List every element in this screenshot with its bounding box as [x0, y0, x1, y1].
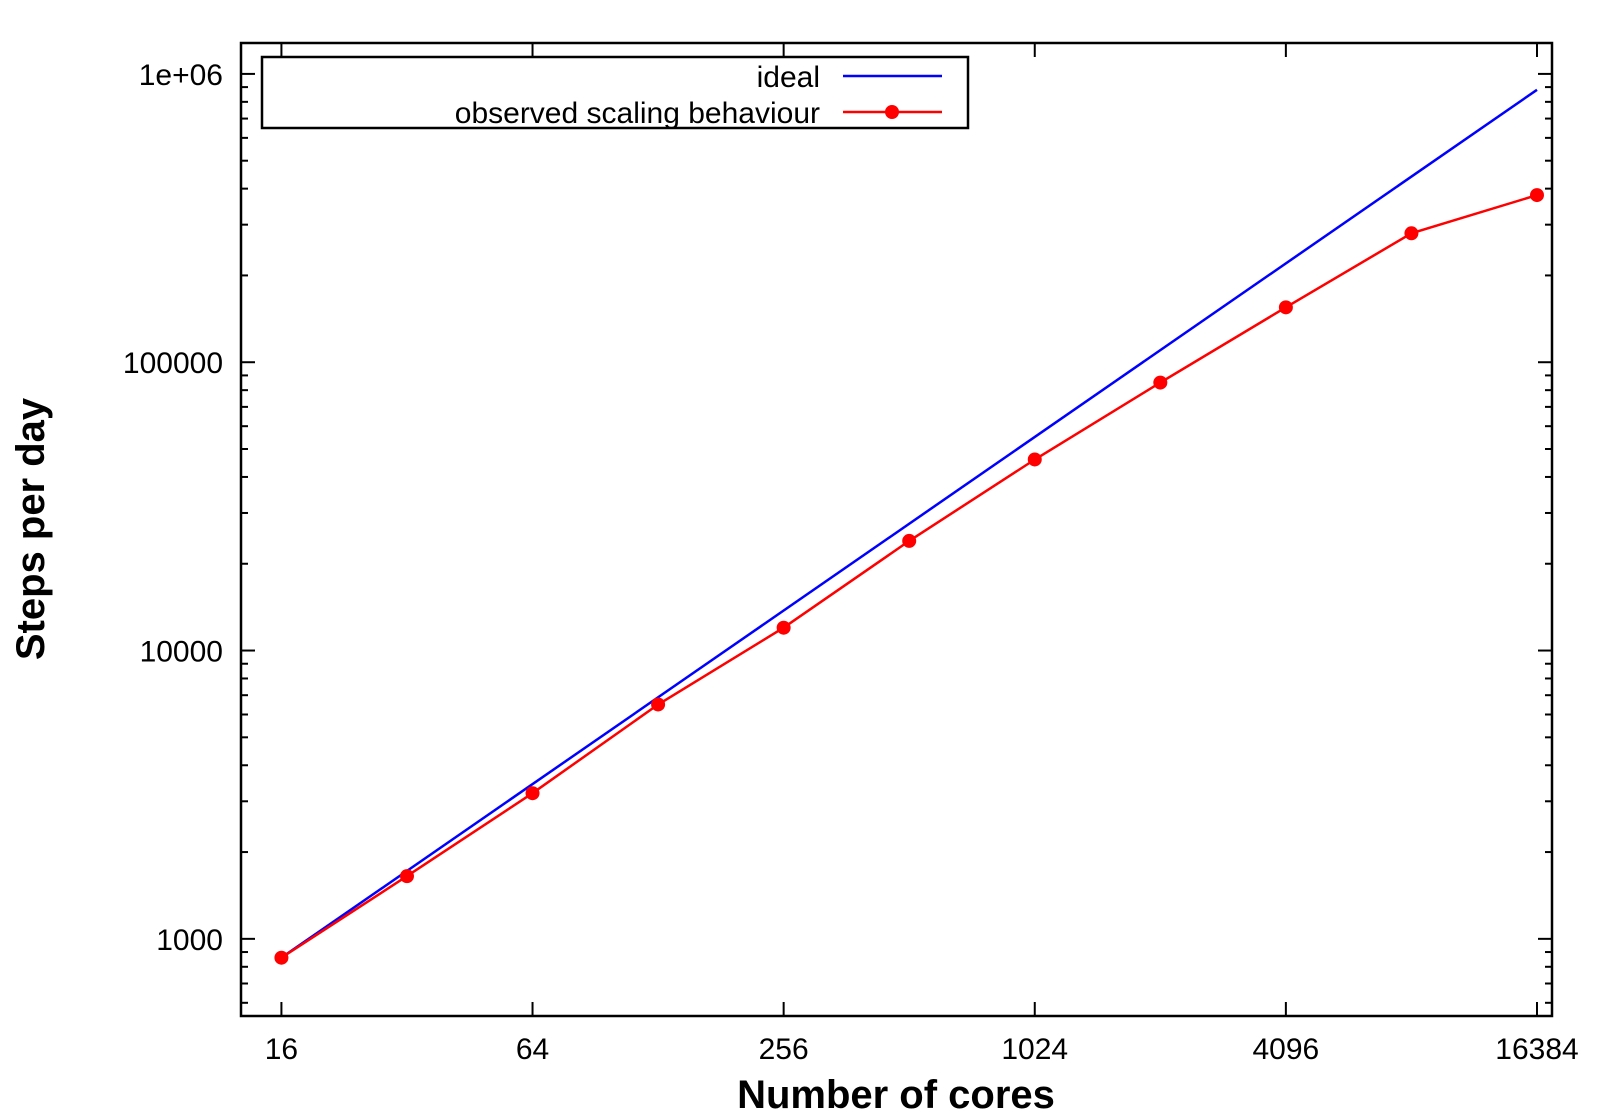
- y-tick-label: 100000: [123, 347, 223, 380]
- plot-series: [274, 88, 1544, 965]
- x-tick-label: 1024: [1001, 1033, 1068, 1066]
- x-axis-label: Number of cores: [737, 1073, 1055, 1117]
- y-tick-label: 10000: [140, 636, 223, 669]
- x-tick-label: 16384: [1495, 1033, 1578, 1066]
- plot-frame: [239, 41, 1554, 1018]
- legend-box: [260, 55, 970, 130]
- data-point-observed: [1153, 375, 1168, 390]
- y-tick-label: 1000: [156, 924, 223, 957]
- data-point-observed: [525, 786, 540, 801]
- series-line-observed: [280, 193, 1538, 959]
- data-point-observed: [902, 533, 917, 548]
- tick-labels: 16 64 256 1024 4096 16384 1000 10000 100000 1e+06: [123, 59, 1579, 1066]
- x-tick-label: 16: [265, 1033, 298, 1066]
- x-tick-label: 256: [759, 1033, 809, 1066]
- data-point-observed: [1404, 226, 1419, 241]
- data-point-observed: [776, 620, 791, 635]
- data-point-observed: [274, 950, 289, 965]
- legend-label-observed: observed scaling behaviour: [455, 97, 820, 130]
- data-point-observed: [1027, 452, 1042, 467]
- data-point-observed: [1278, 300, 1293, 315]
- axis-ticks: [241, 43, 1552, 1016]
- y-tick-label: 1e+06: [139, 59, 223, 92]
- series-line-ideal: [280, 88, 1538, 959]
- data-point-observed: [651, 697, 666, 712]
- legend: ideal observed scaling behaviour: [260, 55, 970, 130]
- legend-marker-observed: [885, 105, 899, 119]
- x-tick-label: 4096: [1252, 1033, 1319, 1066]
- legend-label-ideal: ideal: [757, 61, 820, 94]
- data-point-observed: [1529, 188, 1544, 203]
- data-point-observed: [399, 869, 414, 884]
- x-tick-label: 64: [516, 1033, 549, 1066]
- y-axis-label: Steps per day: [9, 397, 53, 660]
